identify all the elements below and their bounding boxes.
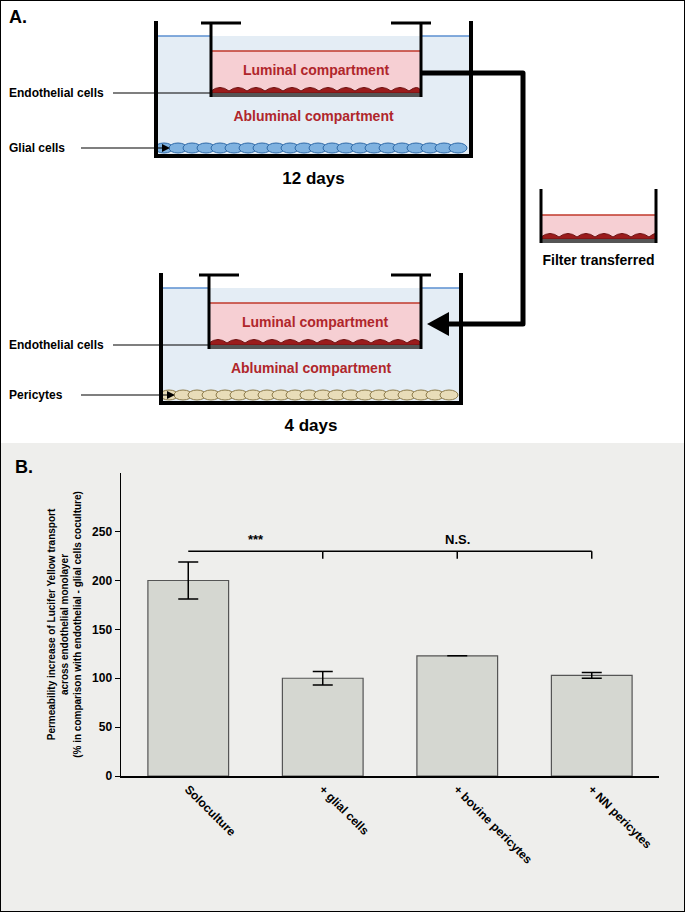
svg-text:Endothelial cells: Endothelial cells [9, 86, 104, 100]
svg-text:Pericytes: Pericytes [9, 388, 63, 402]
svg-text:Glial cells: Glial cells [9, 141, 65, 155]
svg-text:50: 50 [99, 720, 113, 734]
svg-text:12 days: 12 days [282, 169, 344, 188]
svg-text:100: 100 [92, 671, 112, 685]
svg-text:4 days: 4 days [285, 416, 338, 435]
svg-text:Luminal compartment: Luminal compartment [242, 314, 389, 330]
svg-text:***: *** [248, 532, 264, 547]
svg-text:A.: A. [9, 7, 27, 27]
svg-text:B.: B. [15, 457, 33, 477]
svg-text:Permeability increase of Lucif: Permeability increase of Lucifer Yellow … [46, 491, 83, 758]
svg-text:250: 250 [92, 525, 112, 539]
svg-text:Filter transferred: Filter transferred [542, 252, 654, 268]
svg-text:200: 200 [92, 574, 112, 588]
svg-text:Luminal compartment: Luminal compartment [243, 62, 390, 78]
svg-text:N.S.: N.S. [445, 532, 470, 547]
svg-text:Soloculture: Soloculture [182, 782, 239, 839]
svg-text:+ NN pericytes: + NN pericytes [585, 782, 654, 851]
svg-text:0: 0 [105, 769, 112, 783]
svg-text:150: 150 [92, 623, 112, 637]
svg-text:Endothelial cells: Endothelial cells [9, 338, 104, 352]
svg-text:+ bovine pericytes: + bovine pericytes [451, 782, 535, 866]
svg-text:+ glial cells: + glial cells [316, 782, 372, 838]
svg-text:Abluminal compartment: Abluminal compartment [233, 108, 394, 124]
svg-text:Abluminal compartment: Abluminal compartment [231, 360, 392, 376]
